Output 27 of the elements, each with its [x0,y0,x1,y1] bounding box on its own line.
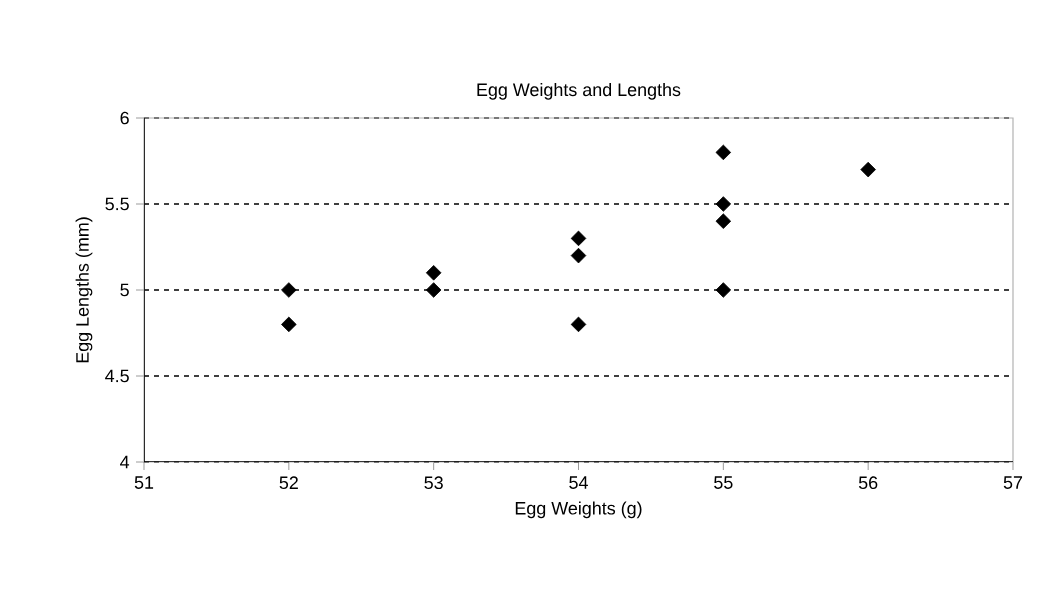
x-tick-label: 56 [858,476,878,490]
y-tick-label: 5 [120,283,129,297]
y-tick-label: 4 [120,455,130,469]
point [715,282,732,298]
point [570,230,587,247]
point [860,161,876,178]
point [715,144,732,161]
x-tick-label: 52 [279,476,298,490]
point [570,316,587,333]
x-tick-label: 54 [569,476,588,489]
point [570,247,587,264]
point [715,196,732,212]
point [425,282,442,298]
x-tick-label: 55 [714,476,733,489]
x-tick-label: 51 [134,476,154,489]
y-axis-title: Egg Lengths (mm) [75,217,93,363]
point [715,213,732,229]
y-tick-label: 4.5 [105,369,129,383]
x-tick-label: 57 [1003,476,1023,489]
y-tick-label: 5.5 [105,197,129,211]
point [281,282,297,298]
y-tick-label: 6 [120,111,129,125]
chart-title: Egg Weights and Lengths [477,82,681,100]
x-tick-label: 53 [424,476,443,490]
x-axis-title: Egg Weights (g) [515,501,642,519]
point [425,265,442,281]
point [281,316,297,333]
